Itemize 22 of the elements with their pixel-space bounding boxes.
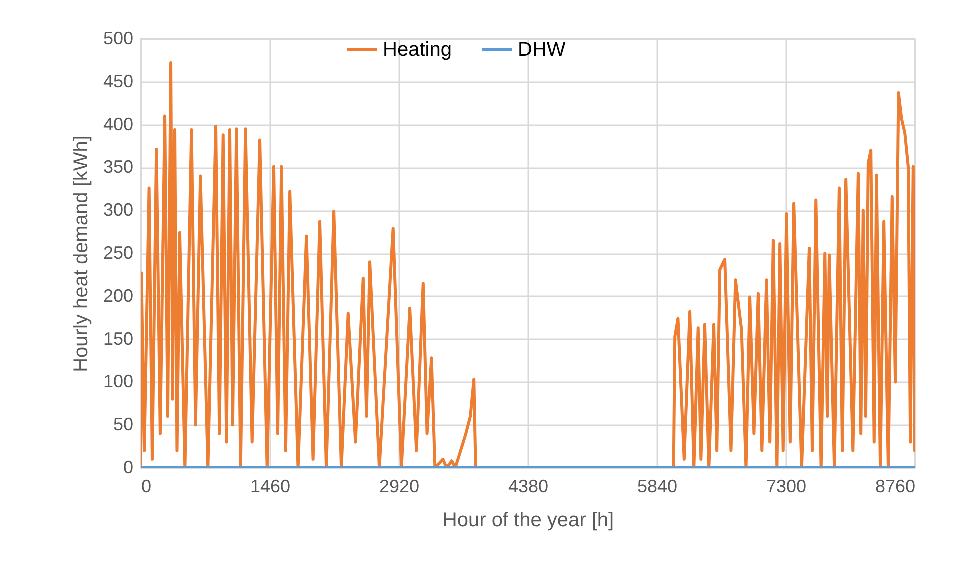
x-tick-label: 2920 — [379, 476, 420, 496]
y-tick-label: 350 — [103, 157, 134, 178]
y-tick-label: 250 — [103, 243, 134, 263]
x-axis-title: Hour of the year [h] — [442, 510, 614, 532]
x-tick-label: 4380 — [508, 476, 549, 496]
y-tick-label: 300 — [103, 200, 134, 220]
y-tick-label: 450 — [103, 71, 134, 92]
y-tick-label: 400 — [103, 114, 134, 134]
y-tick-label: 500 — [103, 28, 134, 48]
legend-label: Heating — [383, 38, 452, 61]
y-tick-label: 100 — [103, 372, 134, 392]
x-tick-label: 5840 — [637, 476, 678, 496]
legend-label: DHW — [518, 38, 566, 61]
x-tick-label: 8760 — [875, 476, 916, 496]
x-tick-label: 0 — [142, 476, 152, 496]
y-tick-label: 50 — [113, 414, 134, 435]
y-tick-label: 150 — [103, 328, 134, 349]
y-axis-title: Hourly heat demand [kWh] — [70, 136, 92, 372]
y-tick-label: 0 — [123, 458, 134, 478]
y-tick-label: 200 — [103, 286, 134, 306]
x-tick-label: 1460 — [250, 476, 291, 496]
x-tick-label: 7300 — [766, 476, 807, 496]
